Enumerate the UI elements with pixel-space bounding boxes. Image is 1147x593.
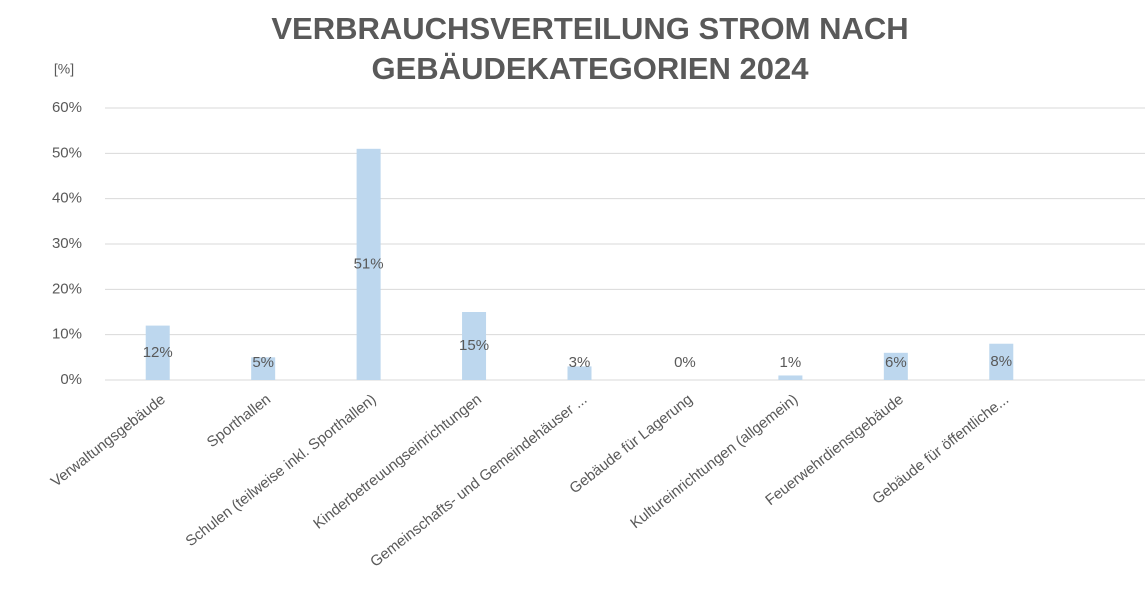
y-tick-label: 10% — [52, 326, 82, 343]
x-tick-label: Sporthallen — [204, 391, 274, 451]
bar — [883, 352, 908, 380]
x-tick-label: Verwaltungsgebäude — [48, 391, 169, 491]
data-label: 15% — [459, 337, 489, 354]
data-label: 8% — [990, 353, 1012, 370]
bar — [462, 312, 487, 380]
data-label: 3% — [569, 354, 591, 371]
x-tick-label: Kultureinrichtungen (allgemein) — [627, 391, 801, 532]
data-label: 1% — [780, 354, 802, 371]
y-tick-label: 40% — [52, 190, 82, 207]
data-label: 6% — [885, 354, 907, 371]
chart-title: GEBÄUDEKATEGORIEN 2024 — [372, 51, 810, 86]
y-tick-label: 30% — [52, 235, 82, 252]
bar — [778, 375, 803, 380]
bar — [567, 366, 592, 380]
y-tick-label: 60% — [52, 99, 82, 116]
x-tick-label: Gemeinschafts- und Gemeindehäuser ... — [367, 391, 590, 571]
x-tick-label: Kinderbetreuungseinrichtungen — [310, 391, 485, 533]
y-tick-label: 0% — [60, 371, 82, 388]
y-axis-label: [%] — [54, 61, 74, 77]
data-label: 51% — [354, 255, 384, 272]
data-label: 5% — [252, 354, 274, 371]
chart-title: VERBRAUCHSVERTEILUNG STROM NACH — [271, 11, 908, 46]
bar — [356, 148, 381, 380]
y-tick-label: 50% — [52, 144, 82, 161]
bar — [145, 325, 170, 380]
data-label: 0% — [674, 354, 696, 371]
bar — [989, 343, 1014, 380]
y-tick-label: 20% — [52, 280, 82, 297]
data-label: 12% — [143, 344, 173, 361]
bar — [251, 357, 276, 380]
x-tick-label: Schulen (teilweise inkl. Sporthallen) — [182, 391, 379, 550]
